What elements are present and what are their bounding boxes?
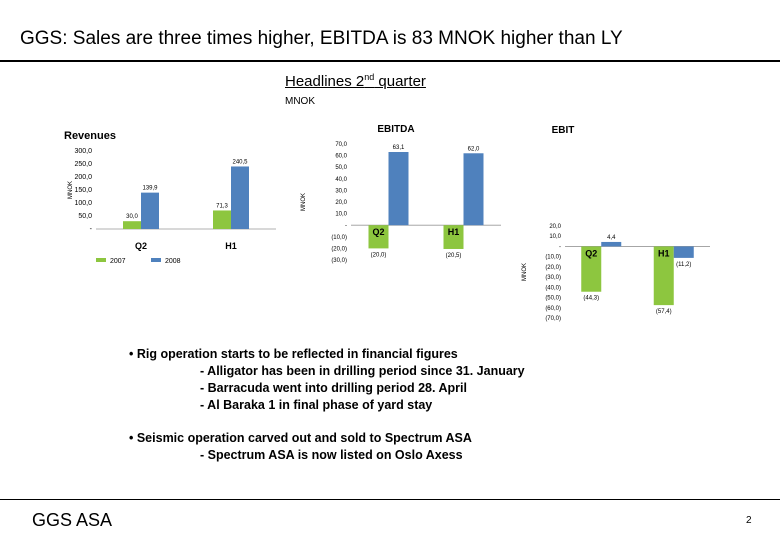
data-label: 63,1 bbox=[393, 145, 405, 151]
bar-h1-2007 bbox=[653, 246, 674, 306]
category-label: H1 bbox=[658, 248, 670, 258]
bullet-seismic: • Seismic operation carved out and sold … bbox=[129, 431, 472, 445]
data-label: (20,0) bbox=[371, 252, 387, 258]
bar-q2-2008 bbox=[141, 192, 159, 229]
y-axis-label: MNOK bbox=[68, 181, 74, 199]
title-divider bbox=[0, 60, 780, 62]
headline-text: Headlines 2 bbox=[285, 73, 365, 90]
page-number: 2 bbox=[746, 515, 752, 526]
y-tick-label: 10,0 bbox=[335, 212, 347, 218]
data-label: (44,3) bbox=[583, 296, 599, 302]
bar-h1-2008 bbox=[673, 246, 694, 258]
data-label: 30,0 bbox=[126, 214, 138, 220]
y-tick-label: - bbox=[559, 244, 561, 250]
headline-superscript: nd bbox=[364, 72, 375, 82]
category-label: Q2 bbox=[372, 227, 384, 237]
bullet-list: • Rig operation starts to be reflected i… bbox=[125, 346, 685, 464]
revenues-chart: Revenues MNOK - 50,0 100,0 150,0 200,0 250,0 300… bbox=[64, 130, 276, 265]
bar-h1-2008 bbox=[231, 166, 249, 229]
bar-q2-2007 bbox=[581, 246, 602, 292]
y-tick-label: 50,0 bbox=[78, 213, 92, 220]
slide-title: GGS: Sales are three times higher, EBITD… bbox=[20, 28, 623, 49]
legend-label-2007: 2007 bbox=[110, 258, 126, 265]
y-tick-label: 30,0 bbox=[335, 188, 347, 194]
y-tick-label: 100,0 bbox=[74, 200, 92, 207]
y-tick-label: 70,0 bbox=[335, 142, 347, 148]
chart-title: EBITDA bbox=[377, 124, 414, 135]
y-tick-label: (30,0) bbox=[331, 258, 347, 264]
y-tick-label: - bbox=[345, 223, 347, 229]
ebit-chart: EBIT MNOK (70,0) (60,0) (50,0) (40,0) (30,0) (2… bbox=[522, 125, 710, 322]
footer-divider bbox=[0, 499, 780, 500]
headline-tail: quarter bbox=[374, 73, 426, 90]
chart-title: EBIT bbox=[552, 125, 575, 136]
bar-h1-2007 bbox=[443, 225, 464, 249]
bullet-al-baraka: - Al Baraka 1 in final phase of yard sta… bbox=[200, 398, 433, 412]
y-tick-label: (50,0) bbox=[545, 296, 561, 302]
bar-q2-2008 bbox=[388, 152, 409, 226]
bar-h1-2008 bbox=[463, 153, 484, 226]
y-tick-label: - bbox=[90, 226, 93, 233]
legend-label-2008: 2008 bbox=[165, 258, 181, 265]
y-tick-label: 40,0 bbox=[335, 177, 347, 183]
bullet-spacer bbox=[125, 414, 685, 430]
y-tick-label: 50,0 bbox=[335, 165, 347, 171]
bullet-barracuda: - Barracuda went into drilling period 28… bbox=[200, 381, 467, 395]
data-label: (20,5) bbox=[446, 253, 462, 259]
category-label: Q2 bbox=[585, 248, 597, 258]
y-tick-label: (70,0) bbox=[545, 316, 561, 322]
y-tick-label: (20,0) bbox=[331, 246, 347, 252]
data-label: 71,3 bbox=[216, 203, 228, 209]
footer-company: GGS ASA bbox=[32, 510, 113, 530]
bullet-alligator: - Alligator has been in drilling period … bbox=[200, 364, 525, 378]
y-tick-label: 20,0 bbox=[549, 224, 561, 230]
category-label: H1 bbox=[448, 227, 460, 237]
y-tick-label: 300,0 bbox=[74, 148, 92, 155]
y-tick-label: (10,0) bbox=[331, 235, 347, 241]
y-axis-label: MNOK bbox=[522, 263, 528, 281]
bar-q2-2007 bbox=[368, 225, 389, 249]
bar-h1-2007 bbox=[213, 210, 231, 229]
data-label: 62,0 bbox=[468, 146, 480, 152]
data-label: (57,4) bbox=[656, 309, 672, 315]
legend-swatch-2007 bbox=[96, 258, 106, 262]
y-tick-label: 10,0 bbox=[549, 234, 561, 240]
y-tick-label: (10,0) bbox=[545, 255, 561, 261]
y-tick-label: (60,0) bbox=[545, 306, 561, 312]
data-label: 240,5 bbox=[232, 159, 248, 165]
headline: Headlines 2nd quarter bbox=[285, 72, 426, 90]
category-label: H1 bbox=[225, 241, 237, 251]
y-tick-label: 150,0 bbox=[74, 187, 92, 194]
y-tick-label: (20,0) bbox=[545, 265, 561, 271]
bar-q2-2007 bbox=[123, 221, 141, 229]
y-axis-label: MNOK bbox=[301, 193, 307, 211]
y-tick-label: 60,0 bbox=[335, 154, 347, 160]
y-tick-label: (40,0) bbox=[545, 285, 561, 291]
bullet-rig-operation: • Rig operation starts to be reflected i… bbox=[129, 347, 458, 361]
y-tick-label: 20,0 bbox=[335, 200, 347, 206]
chart-title: Revenues bbox=[64, 130, 116, 142]
y-tick-label: 250,0 bbox=[74, 161, 92, 168]
y-tick-label: (30,0) bbox=[545, 275, 561, 281]
data-label: 139,9 bbox=[142, 186, 158, 192]
ebitda-chart: EBITDA MNOK (30,0) (20,0) (10,0) - 10,0 20,0 30,… bbox=[301, 124, 501, 264]
legend-swatch-2008 bbox=[151, 258, 161, 262]
category-label: Q2 bbox=[135, 241, 147, 251]
bar-q2-2008 bbox=[601, 241, 622, 247]
y-tick-label: 200,0 bbox=[74, 174, 92, 181]
data-label: (11,2) bbox=[676, 262, 691, 268]
bullet-spectrum: - Spectrum ASA is now listed on Oslo Axe… bbox=[200, 448, 463, 462]
unit-label: MNOK bbox=[285, 96, 315, 107]
data-label: 4,4 bbox=[607, 235, 616, 241]
